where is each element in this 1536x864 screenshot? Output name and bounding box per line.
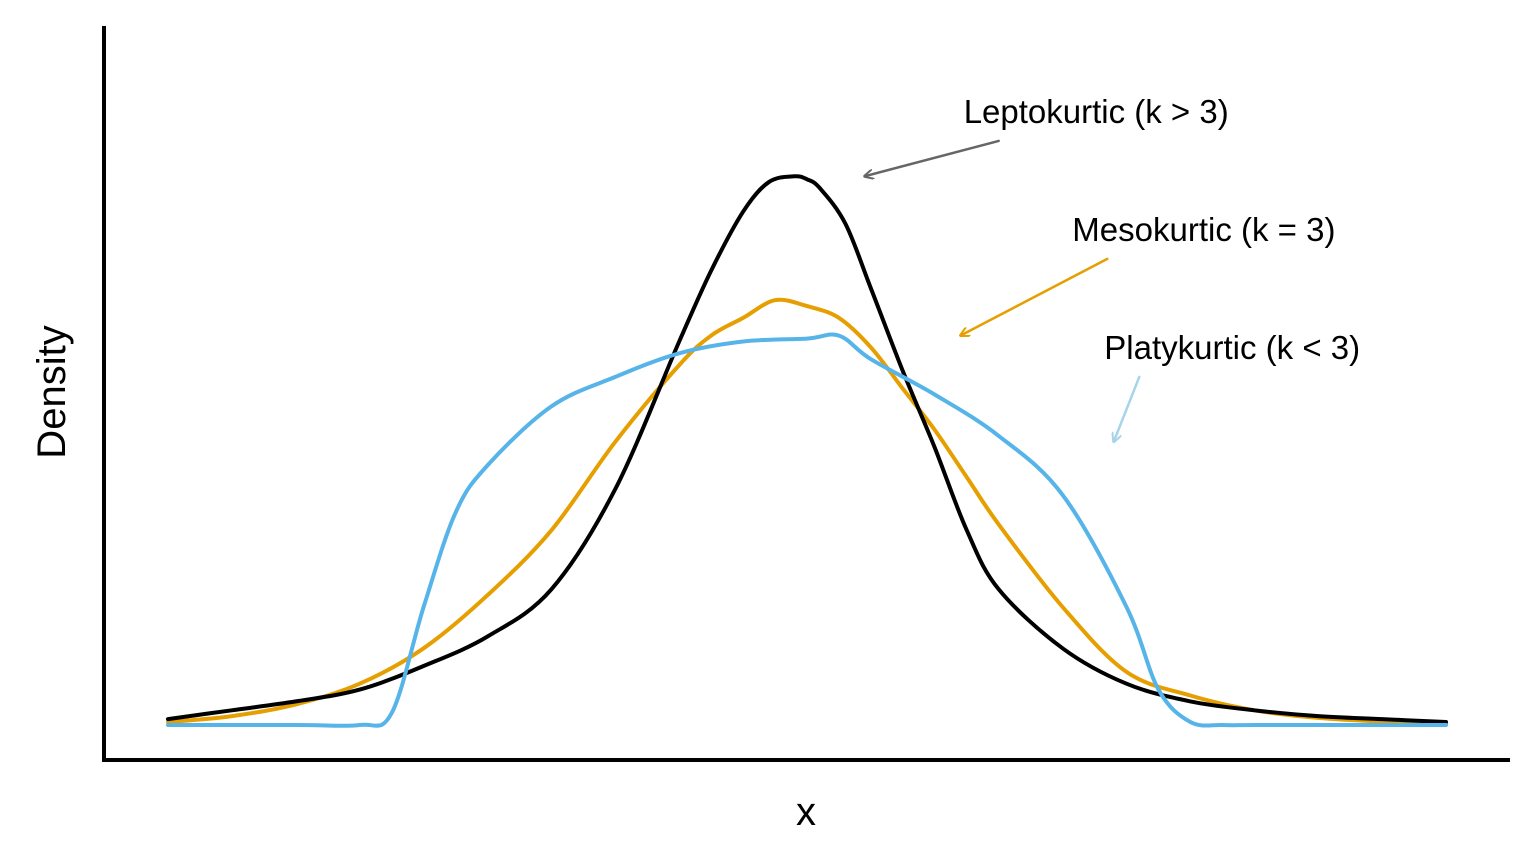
annotation-label-1: Leptokurtic (k > 3) (964, 93, 1229, 130)
series-line-leptokurtic (166, 174, 1448, 724)
annotation-arrow-3 (1114, 375, 1141, 442)
annotation-label-2: Mesokurtic (k = 3) (1072, 211, 1335, 248)
annotation-label-3: Platykurtic (k < 3) (1104, 329, 1360, 366)
annotation-arrow-1 (865, 139, 1000, 176)
series-line-platykurtic (166, 332, 1448, 728)
x-axis-title: x (796, 790, 816, 834)
series-layer (166, 174, 1448, 728)
series-line-mesokurtic (166, 297, 1448, 726)
annotation-layer: Leptokurtic (k > 3) Mesokurtic (k = 3) Pla… (865, 93, 1360, 442)
annotation-arrow-2 (960, 257, 1109, 336)
y-axis-title: Density (30, 325, 74, 458)
